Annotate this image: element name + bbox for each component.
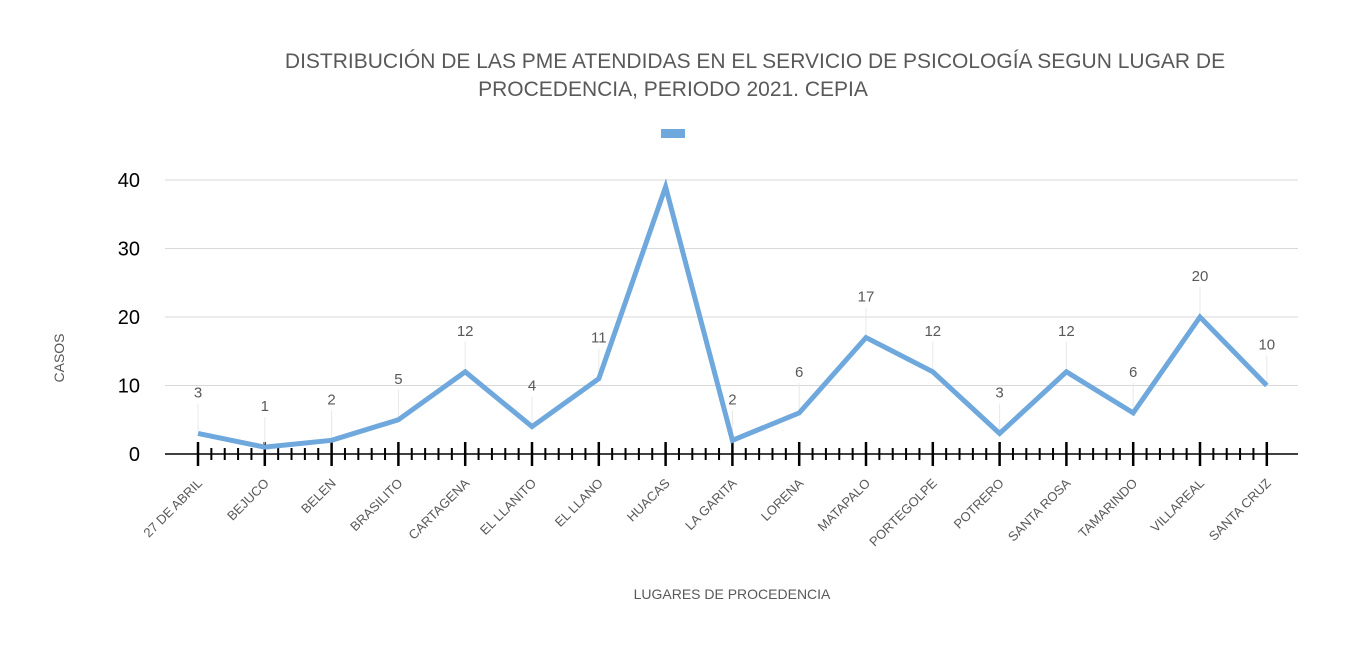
data-label: 6 [1129,364,1137,381]
y-tick-label: 40 [118,170,140,192]
x-tick-label: TAMARINDO [1075,476,1140,541]
data-label: 20 [1192,268,1209,285]
data-label: 10 [1258,337,1275,354]
y-axis-title: CASOS [51,333,67,382]
x-tick-label: BRASILITO [347,476,405,534]
x-tick-label: CARTAGENA [405,475,472,542]
y-tick-label: 0 [129,444,140,466]
data-label: 17 [858,289,875,306]
x-tick-label: POTRERO [951,476,1007,532]
x-tick-label: HUACAS [624,475,673,524]
series-polyline [197,178,1269,450]
data-label: 2 [327,391,335,408]
y-tick-label: 20 [118,307,140,329]
x-tick-label: BEJUCO [224,476,272,524]
data-label: 3 [995,384,1003,401]
series-line [197,178,1269,450]
legend-swatch [661,129,685,138]
x-axis [165,442,1298,466]
x-tick-label: SANTA CRUZ [1206,475,1274,543]
x-tick-label: LORENA [758,475,807,524]
data-label: 4 [528,378,536,395]
data-label: 11 [591,330,607,347]
data-label-leaders [197,287,1268,445]
chart-title-line-1: DISTRIBUCIÓN DE LAS PME ATENDIDAS EN EL … [285,50,1225,73]
y-tick-label: 10 [118,376,140,398]
data-label: 12 [924,323,941,340]
data-label: 5 [394,371,402,388]
x-tick-label: SANTA ROSA [1005,475,1074,544]
data-label: 1 [261,398,269,415]
x-tick-label: PORTEGOLPE [866,475,940,549]
x-tick-label: VILLAREAL [1147,476,1207,536]
y-axis: 0 10 20 30 40 [118,170,140,466]
x-tick-labels: 27 DE ABRIL BEJUCO BELEN BRASILITO CARTAGENA… [140,475,1274,549]
x-tick-label: EL LLANO [552,476,606,530]
x-tick-label: EL LLANITO [477,476,539,538]
data-label: 12 [457,323,474,340]
x-axis-title: LUGARES DE PROCEDENCIA [634,586,831,602]
chart-title: DISTRIBUCIÓN DE LAS PME ATENDIDAS EN EL … [285,50,1225,101]
chart-title-line-2: PROCEDENCIA, PERIODO 2021. CEPIA [478,78,868,101]
x-tick-label: MATAPALO [814,476,873,535]
data-label: 2 [728,391,736,408]
legend [661,129,685,138]
data-label: 6 [795,364,803,381]
data-label: 3 [194,384,202,401]
data-label: 12 [1058,323,1075,340]
x-tick-label: 27 DE ABRIL [140,476,205,541]
gridlines [165,179,1298,386]
x-tick-label: LA GARITA [682,475,740,533]
x-tick-label: BELEN [298,476,339,517]
y-tick-label: 30 [118,239,140,261]
